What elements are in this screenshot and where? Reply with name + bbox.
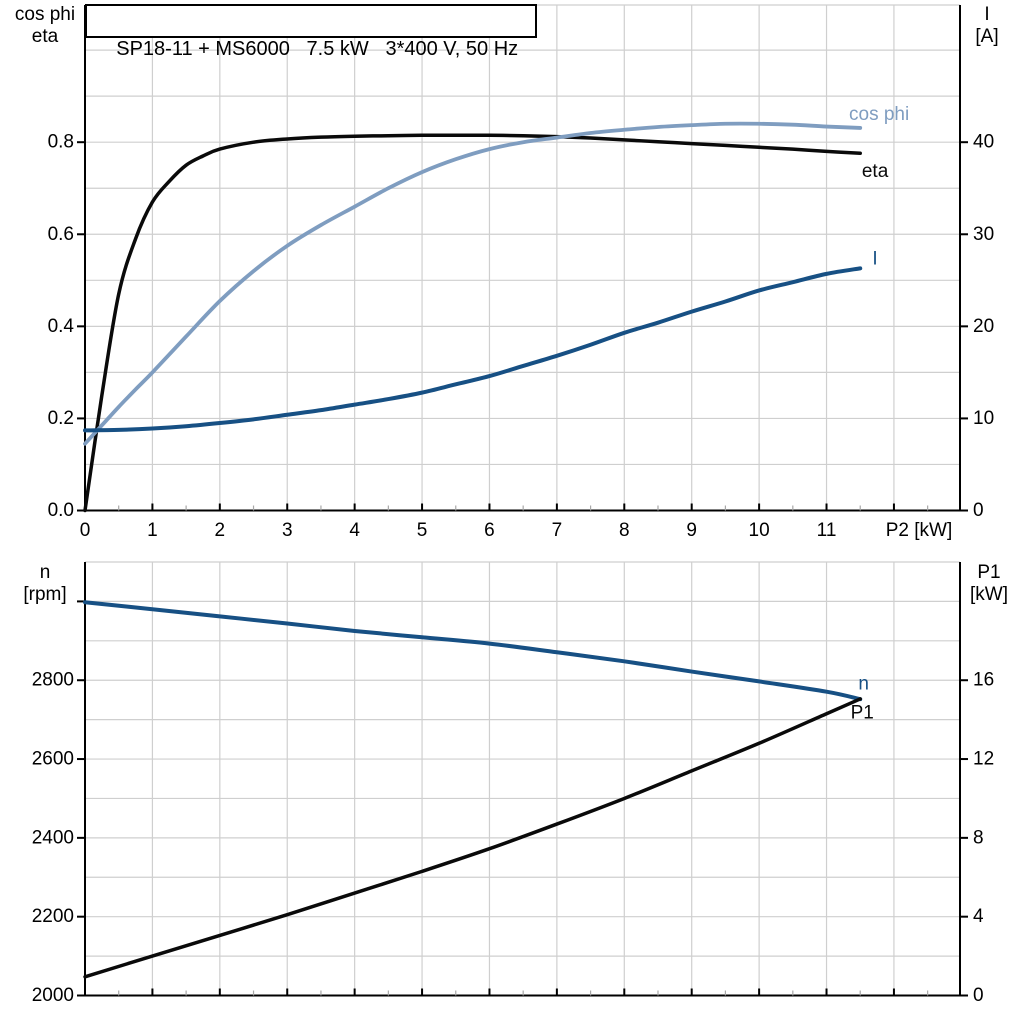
curve-I: [83, 266, 863, 433]
bottom-left-axis-title: n [rpm]: [6, 562, 84, 606]
curve-label-n: n: [858, 673, 869, 694]
x-tick-label: 2: [215, 520, 226, 541]
x-tick-label: 3: [282, 520, 293, 541]
top-right-axis-title: I [A]: [961, 4, 1013, 48]
curve-cos-phi: [83, 121, 863, 446]
x-tick-label: 6: [484, 520, 495, 541]
right-tick-label: 0: [973, 985, 984, 1006]
x-tick-label: 8: [619, 520, 630, 541]
power-axis-title-line2: [kW]: [970, 584, 1008, 605]
x-axis-title: P2 [kW]: [886, 520, 953, 541]
curve-label-P1: P1: [851, 703, 874, 724]
right-tick-label: 40: [973, 132, 994, 153]
x-tick-label: 11: [817, 520, 837, 541]
left-tick-label: 2400: [32, 827, 74, 848]
curve-label-eta: eta: [862, 161, 889, 182]
left-tick-label: 0.4: [48, 316, 75, 337]
left-tick-label: 2000: [32, 985, 74, 1006]
chart-title-box: SP18-11 + MS6000 7.5 kW 3*400 V, 50 Hz: [85, 4, 537, 60]
x-tick-label: 4: [349, 520, 360, 541]
left-axis-title-line1: cos phi: [14, 4, 76, 25]
power-axis-title-line1: P1: [977, 562, 1001, 583]
right-tick-label: 4: [973, 906, 984, 927]
right-axis-title-line2: [A]: [975, 26, 999, 47]
top-left-axis-title: cos phi eta: [6, 4, 84, 48]
ticks: [77, 600, 968, 997]
right-tick-label: 8: [973, 827, 984, 848]
gridlines: [85, 561, 960, 996]
speed-axis-title-line1: n: [39, 562, 51, 583]
x-tick-label: 1: [147, 520, 158, 541]
curve-P1: [83, 697, 862, 979]
left-tick-label: 0.2: [48, 408, 74, 429]
panel-motor-cosphi-eta-current: 0.0 0.2 0.4 0.6 0.8 0 10 20 30 40 0 1 2 3 4 5 6 7 8 9 10 11 P2…: [48, 4, 994, 541]
right-tick-label: 16: [973, 670, 994, 691]
left-tick-label: 2600: [32, 749, 74, 770]
x-tick-label: 7: [552, 520, 563, 541]
curve-label-cos-phi: cos phi: [849, 104, 909, 125]
left-tick-label: 0.0: [48, 500, 74, 521]
curve-eta: [83, 133, 862, 513]
gridlines: [85, 4, 960, 511]
axes: [84, 5, 961, 512]
right-tick-label: 30: [973, 224, 994, 245]
left-tick-label: 0.8: [48, 132, 74, 153]
x-tick-label: 0: [80, 520, 91, 541]
curve-n: [83, 600, 863, 702]
speed-axis-title-line2: [rpm]: [23, 584, 67, 605]
axes: [84, 562, 961, 997]
right-tick-label: 10: [973, 408, 994, 429]
right-axis-title-line1: I: [984, 4, 990, 25]
right-tick-label: 12: [973, 749, 994, 770]
left-tick-label: 0.6: [48, 224, 74, 245]
right-tick-label: 0: [973, 500, 984, 521]
left-tick-label: 2200: [32, 906, 74, 927]
curve-label-I: I: [872, 249, 877, 270]
bottom-right-axis-title: P1 [kW]: [962, 562, 1016, 606]
left-tick-label: 2800: [32, 670, 74, 691]
x-tick-label: 9: [686, 520, 697, 541]
x-tick-label: 5: [417, 520, 428, 541]
chart-title: SP18-11 + MS6000 7.5 kW 3*400 V, 50 Hz: [116, 38, 519, 60]
left-axis-title-line2: eta: [31, 26, 59, 47]
right-tick-label: 20: [973, 316, 994, 337]
x-tick-label: 10: [749, 520, 770, 541]
panel-speed-input-power: 2000 2200 2400 2600 2800 0 4 8 12 16 n P1: [32, 561, 994, 1006]
ticks: [77, 141, 968, 512]
